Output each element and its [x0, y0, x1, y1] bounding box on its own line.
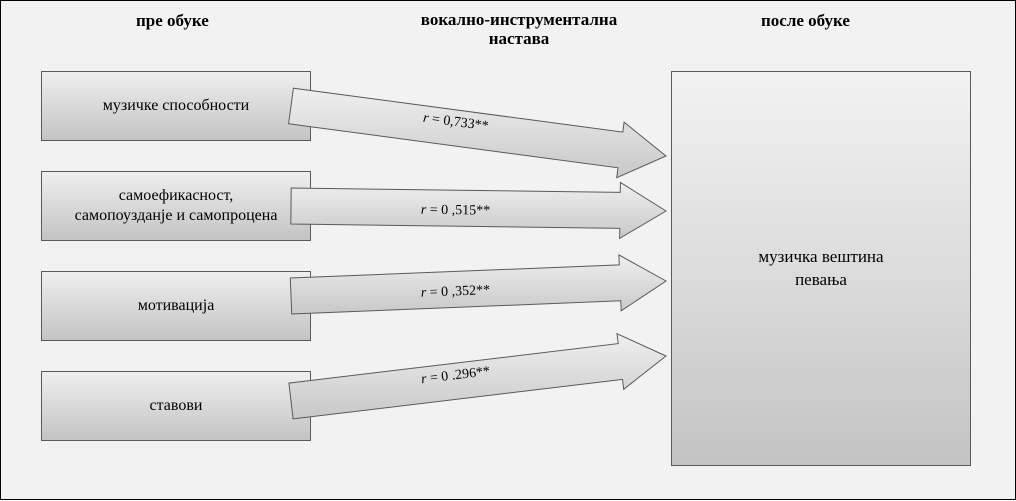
correlation-arrow [289, 88, 666, 178]
correlation-arrow [290, 255, 666, 314]
output-box-singing-skill: музичка вештинапевања [671, 71, 971, 466]
correlation-label: r = 0,733** [422, 111, 489, 135]
diagram-canvas: пре обуке вокално-инструменталнанастава … [0, 0, 1016, 500]
column-header-middle-line2: настава [384, 30, 654, 49]
column-header-before: пре обуке [136, 11, 209, 31]
input-box-selfefficacy: самоефикасност,самопоузданје и самопроце… [41, 171, 311, 241]
input-box-abilities: музичке способности [41, 71, 311, 141]
correlation-arrow [289, 334, 666, 419]
correlation-label: r = 0 .296** [420, 364, 491, 387]
column-header-middle-line1: вокално-инструментална [384, 11, 654, 30]
input-box-attitudes: ставови [41, 371, 311, 441]
correlation-arrow [291, 182, 666, 238]
column-header-after: после обуке [761, 11, 850, 31]
correlation-label: r = 0 ,352** [421, 283, 491, 301]
column-header-middle: вокално-инструменталнанастава [384, 11, 654, 48]
input-box-motivation: мотивација [41, 271, 311, 341]
correlation-label: r = 0 ,515** [421, 203, 491, 219]
